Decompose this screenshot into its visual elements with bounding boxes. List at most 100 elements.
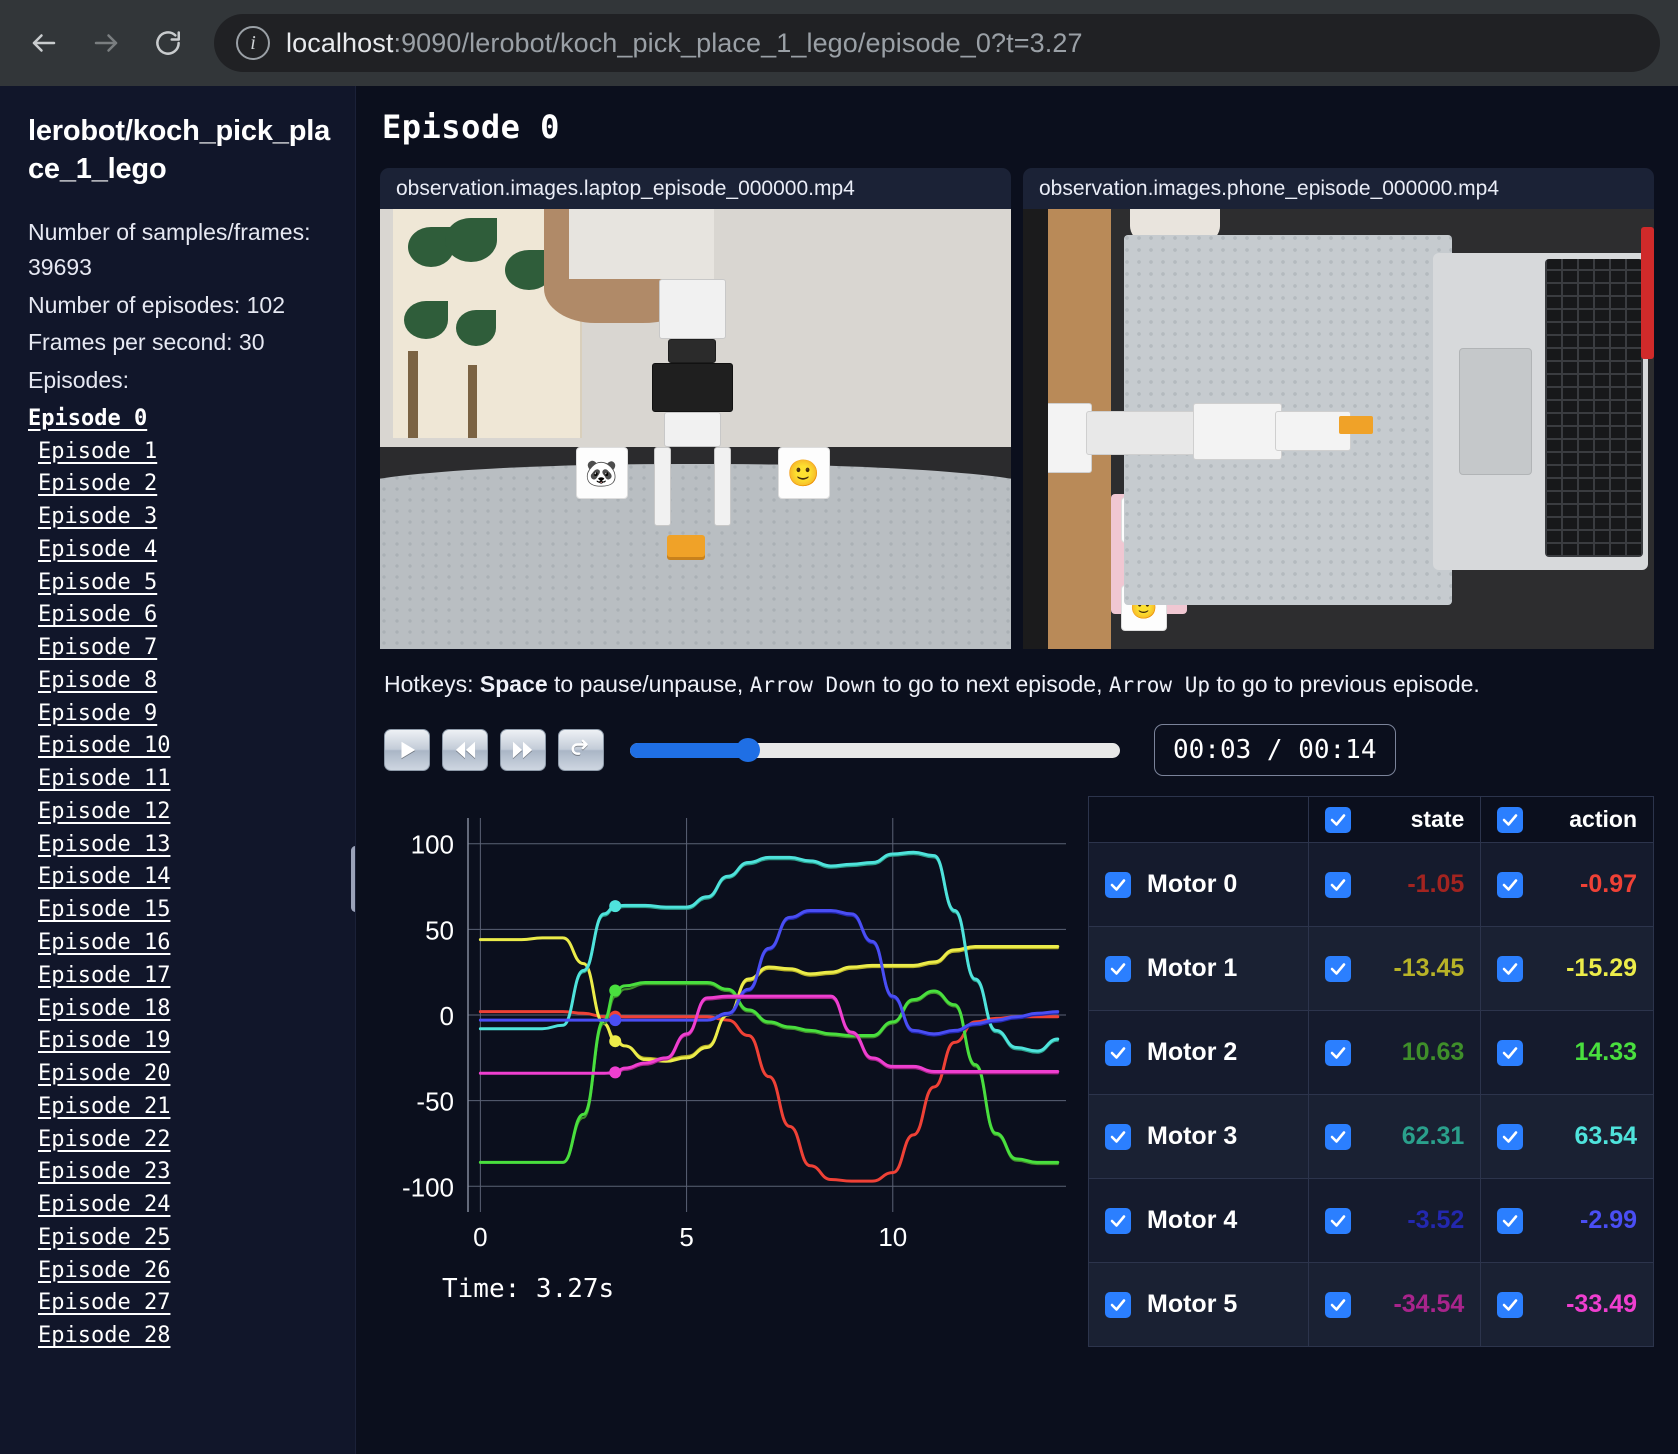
- x-tick-label: 5: [679, 1222, 693, 1252]
- motor-1-checkbox[interactable]: [1105, 955, 1131, 982]
- motor-1-action-checkbox[interactable]: [1497, 955, 1524, 982]
- check-icon: [1503, 813, 1518, 826]
- check-icon: [1503, 962, 1518, 975]
- episode-link-2[interactable]: Episode 2: [38, 471, 158, 497]
- timeseries-chart[interactable]: -100 -50 0 50 100 0 5 10 Time: 3.27s: [380, 796, 1080, 1347]
- action-column-checkbox[interactable]: [1497, 806, 1524, 833]
- episode-link-21[interactable]: Episode 21: [38, 1093, 171, 1119]
- cell-motor-3: Motor 3: [1088, 1094, 1309, 1179]
- episode-link-11[interactable]: Episode 11: [38, 766, 171, 792]
- motor-1-action-value: -15.29: [1566, 954, 1637, 982]
- episode-link-6[interactable]: Episode 6: [38, 602, 158, 628]
- motor-2-action-value: 14.33: [1574, 1038, 1637, 1066]
- table-row: Motor 1 -13.45 -15.29: [1088, 926, 1654, 1011]
- motor-2-state-checkbox[interactable]: [1324, 1039, 1351, 1066]
- state-column-checkbox[interactable]: [1324, 806, 1351, 833]
- check-icon: [1503, 1130, 1518, 1143]
- motor-2-label: Motor 2: [1147, 1038, 1238, 1066]
- motor-2-action-checkbox[interactable]: [1497, 1039, 1524, 1066]
- episode-link-17[interactable]: Episode 17: [38, 962, 171, 988]
- cursor-marker-motor3_action: [609, 900, 622, 913]
- reload-button[interactable]: [142, 17, 194, 69]
- episode-link-19[interactable]: Episode 19: [38, 1028, 171, 1054]
- motor-5-action-value: -33.49: [1566, 1290, 1637, 1318]
- back-button[interactable]: [18, 17, 70, 69]
- address-bar[interactable]: i localhost:9090/lerobot/koch_pick_place…: [214, 14, 1660, 72]
- motor-4-state-value: -3.52: [1407, 1206, 1465, 1234]
- series-motor5_action: [478, 994, 1060, 1075]
- motor-3-state-checkbox[interactable]: [1324, 1123, 1351, 1150]
- motor-1-state-checkbox[interactable]: [1324, 955, 1351, 982]
- episode-link-1[interactable]: Episode 1: [38, 438, 158, 464]
- episode-link-15[interactable]: Episode 15: [38, 897, 171, 923]
- fast-forward-button[interactable]: [500, 729, 546, 771]
- check-icon: [1110, 1298, 1126, 1311]
- episode-link-0[interactable]: Episode 0: [28, 405, 148, 431]
- episode-link-12[interactable]: Episode 12: [38, 798, 171, 824]
- hotkeys-text-1: to pause/unpause,: [547, 671, 750, 697]
- num-episodes-label: Number of episodes: 102: [28, 291, 285, 318]
- episode-link-27[interactable]: Episode 27: [38, 1290, 171, 1316]
- video-player-phone[interactable]: 🐼 🙂: [1023, 209, 1654, 649]
- episode-link-14[interactable]: Episode 14: [38, 864, 171, 890]
- rewind-button[interactable]: [442, 729, 488, 771]
- motor-5-state-checkbox[interactable]: [1324, 1291, 1351, 1318]
- slider-fill: [630, 742, 748, 758]
- loop-button[interactable]: [558, 729, 604, 771]
- slider-thumb[interactable]: [735, 738, 760, 762]
- check-icon: [1110, 962, 1126, 975]
- series-motor2_action: [478, 980, 1060, 1164]
- episode-link-13[interactable]: Episode 13: [38, 831, 171, 857]
- motor-2-checkbox[interactable]: [1105, 1039, 1131, 1066]
- episode-link-28[interactable]: Episode 28: [38, 1323, 171, 1349]
- cell-action-0: -0.97: [1480, 842, 1654, 927]
- motor-4-label: Motor 4: [1147, 1206, 1238, 1234]
- episode-link-8[interactable]: Episode 8: [38, 667, 158, 693]
- check-icon: [1330, 1130, 1345, 1143]
- motor-4-checkbox[interactable]: [1105, 1207, 1131, 1234]
- video-grid: observation.images.laptop_episode_000000…: [380, 168, 1654, 649]
- episode-link-23[interactable]: Episode 23: [38, 1159, 171, 1185]
- check-icon: [1330, 1214, 1345, 1227]
- progress-slider[interactable]: [630, 738, 1120, 762]
- cell-motor-5: Motor 5: [1088, 1262, 1309, 1347]
- episode-link-20[interactable]: Episode 20: [38, 1061, 171, 1087]
- motor-3-action-checkbox[interactable]: [1497, 1123, 1524, 1150]
- motor-5-action-checkbox[interactable]: [1497, 1291, 1524, 1318]
- reload-icon: [156, 31, 181, 55]
- sidebar-resize-handle[interactable]: [351, 846, 355, 912]
- episode-link-18[interactable]: Episode 18: [38, 995, 171, 1021]
- play-button[interactable]: [384, 729, 430, 771]
- episode-link-4[interactable]: Episode 4: [38, 536, 158, 562]
- motor-4-state-checkbox[interactable]: [1324, 1207, 1351, 1234]
- episode-link-16[interactable]: Episode 16: [38, 929, 171, 955]
- motor-0-checkbox[interactable]: [1105, 871, 1131, 898]
- motor-4-action-checkbox[interactable]: [1497, 1207, 1524, 1234]
- hotkey-space: Space: [479, 671, 548, 697]
- episode-link-24[interactable]: Episode 24: [38, 1192, 171, 1218]
- episode-link-9[interactable]: Episode 9: [38, 700, 158, 726]
- cursor-marker-motor4_action: [609, 1014, 622, 1027]
- site-info-icon[interactable]: i: [236, 26, 270, 60]
- video-player-laptop[interactable]: 🐼 🙂: [380, 209, 1011, 649]
- episode-link-3[interactable]: Episode 3: [38, 504, 158, 530]
- forward-button[interactable]: [80, 17, 132, 69]
- motor-2-state-value: 10.63: [1401, 1038, 1465, 1066]
- episode-link-22[interactable]: Episode 22: [38, 1126, 171, 1152]
- episode-link-26[interactable]: Episode 26: [38, 1257, 171, 1283]
- cell-action-4: -2.99: [1480, 1178, 1654, 1263]
- x-tick-label: 10: [878, 1222, 907, 1252]
- motor-0-action-checkbox[interactable]: [1497, 871, 1524, 898]
- time-display: 00:03 / 00:14: [1154, 724, 1396, 776]
- motor-5-checkbox[interactable]: [1105, 1291, 1131, 1318]
- episode-link-25[interactable]: Episode 25: [38, 1224, 171, 1250]
- episode-link-5[interactable]: Episode 5: [38, 569, 158, 595]
- motor-3-checkbox[interactable]: [1105, 1123, 1131, 1150]
- episode-link-10[interactable]: Episode 10: [38, 733, 171, 759]
- motor-values-panel: state action Motor 0 -1.05 -0.97 Mot: [1080, 796, 1654, 1347]
- cell-motor-2: Motor 2: [1088, 1010, 1309, 1095]
- episode-link-7[interactable]: Episode 7: [38, 635, 158, 661]
- video-card-laptop: observation.images.laptop_episode_000000…: [380, 168, 1011, 649]
- motor-0-state-checkbox[interactable]: [1324, 871, 1351, 898]
- motor-table-body: Motor 0 -1.05 -0.97 Motor 1 -13.45 -15.29 Moto…: [1088, 842, 1654, 1347]
